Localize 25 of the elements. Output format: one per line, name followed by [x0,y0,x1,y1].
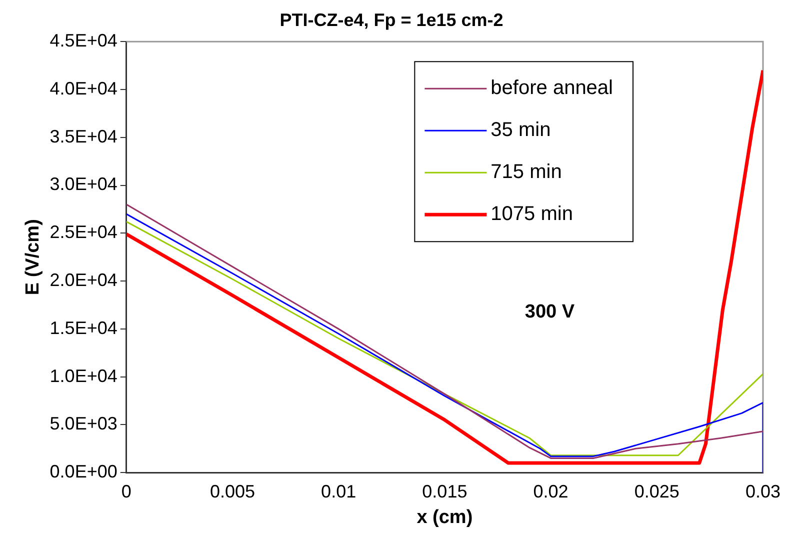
legend-label: 1075 min [490,203,573,226]
y-tick-label: 4.5E+04 [50,30,118,51]
x-tick-label: 0 [121,481,132,502]
y-tick-label: 2.0E+04 [50,270,118,290]
y-axis-title: E (V/cm) [22,219,44,296]
y-tick-label: 1.0E+04 [50,366,118,386]
annotation: 300 V [524,301,575,322]
y-tick-label: 4.0E+04 [50,78,118,98]
x-tick-label: 0.03 [745,481,781,502]
x-tick-label: 0.025 [634,481,680,502]
y-tick-label: 0.0E+00 [50,462,118,482]
y-tick-label: 5.0E+03 [50,414,118,434]
legend-label: before anneal [490,77,614,100]
y-tick-label: 1.5E+04 [50,318,118,338]
x-axis-title: x (cm) [416,506,473,528]
y-tick-label: 3.0E+04 [50,174,118,194]
y-tick-label: 2.5E+04 [50,222,118,242]
x-tick-label: 0.015 [422,481,468,502]
x-tick-label: 0.005 [210,481,255,502]
legend-label: 715 min [490,161,562,184]
x-tick-label: 0.01 [321,481,356,502]
legend-label: 35 min [490,119,551,142]
y-tick-label: 3.5E+04 [50,126,118,146]
x-tick-label: 0.02 [533,481,568,502]
chart-title: PTI-CZ-e4, Fp = 1e15 cm-2 [280,10,504,30]
